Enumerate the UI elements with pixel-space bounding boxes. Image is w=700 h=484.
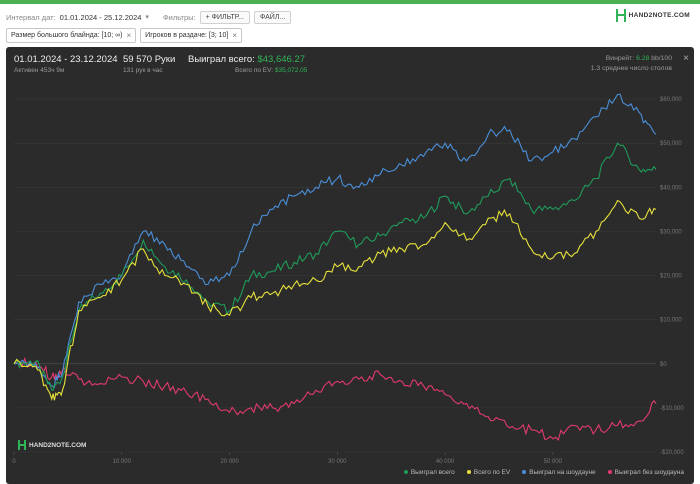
y-tick-label: -$10,000 [660, 406, 684, 412]
watermark-text: HAND2NOTE.COM [29, 441, 87, 449]
legend-dot-icon [466, 470, 471, 475]
legend-item[interactable]: Всего по EV [466, 469, 511, 476]
won-total-label: Выиграл всего: [188, 54, 255, 65]
winrate-suffix: bb/100 [651, 55, 672, 62]
brand-logo-text: HAND2NOTE.COM [628, 12, 690, 19]
date-range-label: Интервал дат: [6, 12, 56, 22]
y-tick-label: $60,000 [660, 97, 682, 103]
ev-label: Всего по EV: [235, 67, 274, 74]
y-tick-label: $0 [660, 362, 667, 368]
summary-date-range: 01.01.2024 - 23.12.2024 [14, 54, 118, 65]
add-filter-button[interactable]: + ФИЛЬТР... [199, 10, 250, 24]
chart-legend: Выиграл всего Всего по EV Выиграл на шоуда… [403, 469, 684, 476]
summary-ev: Всего по EV: $35,072.05 [235, 67, 307, 74]
graph-panel: 01.01.2024 - 23.12.2024 Активен 453ч 9м … [6, 47, 694, 484]
won-total-value: $43,646.27 [257, 54, 306, 65]
legend-label: Всего по EV [473, 469, 511, 476]
watermark-logo: HAND2NOTE.COM [18, 440, 86, 450]
hand2note-logo-icon [18, 440, 26, 450]
filters-label: Фильтры: [162, 12, 196, 22]
y-tick-label: $10,000 [660, 318, 682, 324]
x-tick-label: 10 000 [113, 459, 132, 465]
x-tick-label: 30 000 [328, 459, 347, 465]
ev-value: $35,072.05 [274, 67, 308, 74]
legend-item[interactable]: Выиграл на шоудауне [522, 469, 596, 476]
filter-tag-big-blind[interactable]: Размер большого блайнда: [10; ∞) × [6, 28, 137, 43]
filter-tag-players[interactable]: Игроков в раздаче: [3; 10] × [140, 28, 243, 43]
y-tick-label: $20,000 [660, 274, 682, 280]
active-filter-tags: Размер большого блайнда: [10; ∞) × Игрок… [6, 28, 243, 43]
legend-dot-icon [403, 470, 408, 475]
x-tick-label: 20 000 [220, 459, 239, 465]
file-button[interactable]: ФАЙЛ... [253, 10, 292, 24]
legend-label: Выиграл на шоудауне [529, 469, 596, 476]
y-tick-label: -$20,000 [660, 450, 684, 456]
date-range-value: 01.01.2024 - 25.12.2024 [59, 12, 142, 22]
chevron-down-icon: ▾ [145, 14, 149, 21]
y-tick-label: $50,000 [660, 141, 682, 147]
hand2note-logo-icon [615, 9, 626, 22]
series-line [13, 199, 657, 402]
winrate-value: 6.28 [636, 55, 650, 62]
series-line [13, 142, 657, 391]
series-line [13, 356, 657, 441]
x-tick-label: 50 000 [544, 459, 563, 465]
filter-tag-label: Размер большого блайнда: [10; ∞) [11, 32, 123, 39]
summary-winrate: Винрейт: 6.28 bb/100 [606, 55, 672, 62]
filter-tag-label: Игроков в раздаче: [3; 10] [145, 32, 229, 39]
legend-label: Выиграл без шоудауна [614, 469, 684, 476]
close-icon[interactable]: × [683, 53, 689, 64]
legend-dot-icon [607, 470, 612, 475]
brand-logo: HAND2NOTE.COM [615, 9, 690, 22]
close-icon[interactable]: × [232, 31, 238, 40]
x-tick-label: 0 [12, 459, 16, 465]
summary-tables: 1.3 среднее число столов [590, 65, 672, 72]
summary-won-total: Выиграл всего: $43,646.27 [188, 54, 305, 65]
legend-label: Выиграл всего [410, 469, 455, 476]
date-range-select[interactable]: 01.01.2024 - 25.12.2024 ▾ [60, 13, 149, 22]
winrate-label: Винрейт: [605, 55, 635, 62]
legend-dot-icon [522, 470, 527, 475]
summary-hands: 59 570 Руки [123, 54, 176, 65]
legend-item[interactable]: Выиграл без шоудауна [607, 469, 684, 476]
summary-active-time: Активен 453ч 9м [14, 67, 65, 74]
top-accent-bar [0, 0, 700, 4]
close-icon[interactable]: × [126, 31, 132, 40]
series-line [13, 93, 657, 389]
profit-chart: $60,000 $50,000 $40,000 $30,000 $20,000 $10,0… [12, 93, 684, 465]
summary-hands-per-hour: 131 рук в час [123, 67, 163, 74]
legend-item[interactable]: Выиграл всего [403, 469, 455, 476]
y-tick-label: $40,000 [660, 185, 682, 191]
x-tick-label: 40 000 [436, 459, 455, 465]
filter-bar: Интервал дат: 01.01.2024 - 25.12.2024 ▾ … [6, 8, 696, 26]
y-tick-label: $30,000 [660, 229, 682, 235]
